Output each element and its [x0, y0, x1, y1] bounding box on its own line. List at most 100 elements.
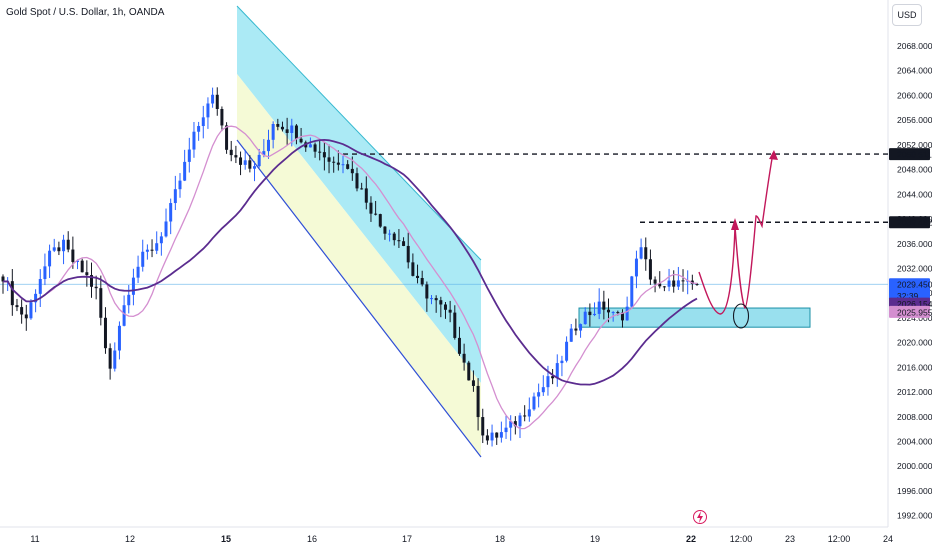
candle-body [523, 415, 527, 417]
candle-body [588, 311, 592, 316]
candle-body [76, 260, 80, 262]
candle-body [625, 306, 629, 321]
candle-body [299, 138, 303, 143]
candle-body [467, 362, 471, 381]
candle-body [392, 233, 396, 241]
candle-body [178, 180, 182, 190]
time-tick-label: 12 [125, 534, 135, 544]
candle-body [485, 435, 489, 441]
price-label-box [889, 305, 930, 318]
candle-body [541, 387, 545, 393]
candle-body [658, 283, 662, 287]
chart-title: Gold Spot / U.S. Dollar, 1h, OANDA [6, 7, 165, 18]
countdown-text: 32:39 [897, 291, 919, 301]
candle-body [565, 341, 569, 361]
price-tick-label: 2056.000 [897, 115, 932, 125]
candle-body [85, 272, 89, 276]
price-tick-label: 2048.000 [897, 165, 932, 175]
candle-body [313, 144, 317, 152]
time-tick-label: 23 [785, 534, 795, 544]
candle-body [271, 123, 275, 140]
candle-body [141, 251, 145, 267]
candle-body [388, 233, 392, 235]
candle-body [411, 262, 415, 276]
candle-body [416, 275, 420, 279]
candle-body [173, 189, 177, 204]
candle-body [108, 348, 112, 369]
candle-body [504, 427, 508, 433]
candle-body [225, 125, 229, 150]
candle-body [397, 240, 401, 242]
candle-body [448, 309, 452, 313]
candle-body [117, 325, 121, 351]
candle-body [476, 385, 480, 418]
candle-body [52, 247, 56, 251]
candle-body [327, 157, 331, 162]
candle-body [99, 288, 103, 318]
price-label-box [889, 216, 930, 229]
candle-body [29, 302, 33, 319]
candle-body [10, 281, 14, 306]
candle-body [248, 160, 252, 169]
candle-body [378, 214, 382, 227]
price-label-text: 2039.482 [897, 218, 932, 228]
candle-body [145, 249, 149, 252]
price-label-boxes: 2050.511 2039.482 2029.45032:392026.154202… [889, 148, 932, 318]
candle-body [197, 126, 201, 132]
candle-body [113, 350, 117, 369]
candle-body [234, 155, 238, 158]
candle-body [262, 151, 266, 155]
candle-body [71, 249, 75, 262]
projected-arrow-1 [731, 218, 739, 230]
candle-body [648, 259, 652, 280]
candle-body [66, 239, 70, 250]
candle-body [62, 239, 66, 252]
candle-body [355, 173, 359, 189]
candle-body [201, 117, 205, 127]
candle-body [290, 125, 294, 133]
candle-body [169, 203, 173, 222]
time-axis-labels: 11 12 15 16 17 18 19 22 12:00 23 12:00 24 [30, 534, 893, 544]
time-tick-label: 12:00 [730, 534, 753, 544]
candle-body [611, 312, 615, 314]
candle-body [532, 396, 536, 410]
price-tick-label: 2036.000 [897, 239, 932, 249]
candle-body [425, 284, 429, 299]
price-tick-label: 2064.000 [897, 66, 932, 76]
currency-button[interactable]: USD [892, 4, 922, 26]
price-tick-label: 2020.000 [897, 338, 932, 348]
price-tick-label: 2068.000 [897, 41, 932, 51]
candle-body [332, 161, 336, 163]
channel-lower-band [237, 74, 481, 457]
candle-body [406, 245, 410, 263]
candle-body [215, 94, 219, 110]
time-tick-label: 18 [495, 534, 505, 544]
price-tick-label: 2012.000 [897, 387, 932, 397]
candle-body [509, 421, 513, 428]
candle-body [150, 249, 154, 251]
candle-body [518, 415, 522, 427]
price-label-text: 2050.511 [897, 150, 932, 160]
price-tick-label: 2016.000 [897, 362, 932, 372]
candle-body [667, 280, 671, 287]
candle-body [322, 152, 326, 158]
price-label-text: 2025.955 [897, 307, 932, 317]
candle-body [294, 125, 298, 139]
price-label-text: 2026.154 [897, 299, 932, 309]
candle-body [187, 149, 191, 162]
candle-body [439, 300, 443, 305]
candle-body [80, 260, 84, 273]
candle-body [43, 266, 47, 280]
candle-body [220, 109, 224, 126]
candle-body [462, 353, 466, 363]
candle-body [593, 313, 597, 316]
candle-body [676, 280, 680, 287]
candle-body [662, 286, 666, 288]
time-tick-label: 16 [307, 534, 317, 544]
candle-body [122, 305, 126, 326]
candle-body [276, 123, 280, 127]
candle-body [15, 305, 19, 308]
candle-body [136, 266, 140, 278]
candle-body [653, 279, 657, 284]
